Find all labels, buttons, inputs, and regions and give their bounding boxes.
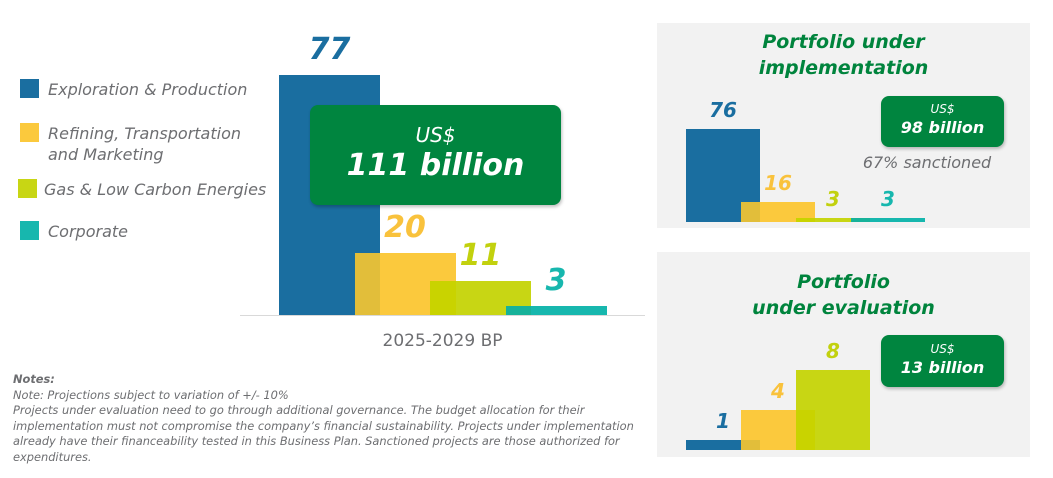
legend-item-gas: Gas & Low Carbon Energies bbox=[18, 179, 266, 200]
legend-item-refining: Refining, Transportation and Marketing bbox=[20, 123, 241, 165]
bar-corporate bbox=[505, 305, 607, 315]
panel-title-line2: implementation bbox=[758, 57, 929, 79]
legend-swatch bbox=[20, 79, 39, 98]
badge-currency: US$ bbox=[930, 342, 955, 356]
badge-amount: 98 billion bbox=[900, 118, 985, 137]
badge-currency: US$ bbox=[415, 123, 456, 147]
legend-label: Refining, Transportation and Marketing bbox=[48, 123, 241, 165]
legend-label: Gas & Low Carbon Energies bbox=[44, 180, 267, 199]
notes-body: Projects under evaluation need to go thr… bbox=[13, 403, 634, 464]
notes: Notes: Note: Projections subject to vari… bbox=[13, 372, 638, 465]
data-label-gas: 11 bbox=[459, 237, 502, 273]
bar-overlap bbox=[430, 280, 456, 315]
data-label-exploration: 1 bbox=[716, 409, 730, 433]
bar-overlap bbox=[354, 252, 380, 315]
implementation-badge: US$ 98 billion bbox=[881, 96, 1004, 147]
badge-amount: 111 billion bbox=[346, 148, 525, 183]
legend-swatch bbox=[20, 221, 39, 240]
data-label-gas: 8 bbox=[826, 339, 840, 363]
data-label-exploration: 76 bbox=[709, 98, 737, 122]
bar-overlap bbox=[851, 218, 870, 222]
evaluation-badge: US$ 13 billion bbox=[881, 335, 1004, 387]
panel-title: Portfolio under implementation bbox=[657, 29, 1030, 81]
notes-line1: Note: Projections subject to variation o… bbox=[13, 387, 289, 402]
bar-overlap bbox=[741, 202, 760, 222]
data-label-corporate: 3 bbox=[545, 262, 567, 298]
legend-swatch bbox=[18, 179, 37, 198]
legend-label-line1: Refining, Transportation bbox=[48, 124, 241, 143]
bar-gas bbox=[796, 218, 870, 222]
data-label-refining: 16 bbox=[764, 171, 792, 196]
legend-label: Exploration & Production bbox=[48, 80, 248, 99]
bar-corporate bbox=[851, 218, 925, 222]
legend-label: Corporate bbox=[48, 222, 128, 241]
panel-title: Portfolio under evaluation bbox=[657, 269, 1030, 321]
legend-label-line2: and Marketing bbox=[48, 145, 164, 164]
data-label-refining: 20 bbox=[384, 209, 426, 245]
badge-currency: US$ bbox=[930, 102, 955, 116]
implementation-panel: Portfolio under implementation US$ 98 bi… bbox=[657, 23, 1030, 228]
panel-title-line2: under evaluation bbox=[752, 297, 935, 319]
data-label-refining: 4 bbox=[771, 379, 785, 403]
bar-overlap bbox=[796, 410, 815, 450]
bar-overlap bbox=[796, 218, 815, 222]
sanctioned-label: 67% sanctioned bbox=[862, 153, 992, 172]
badge-amount: 13 billion bbox=[900, 358, 985, 377]
bar-overlap bbox=[741, 440, 760, 450]
total-badge: US$ 111 billion bbox=[310, 105, 561, 205]
x-axis-label: 2025-2029 BP bbox=[382, 331, 503, 351]
data-label-corporate: 3 bbox=[881, 187, 895, 212]
data-label-exploration: 77 bbox=[308, 32, 351, 67]
x-axis-line bbox=[240, 315, 645, 316]
legend-item-exploration: Exploration & Production bbox=[20, 79, 247, 100]
bar-exploration bbox=[686, 440, 760, 450]
data-label-gas: 3 bbox=[826, 187, 840, 212]
panel-title-line1: Portfolio bbox=[797, 271, 890, 293]
panel-title-line1: Portfolio under bbox=[762, 31, 925, 53]
legend-item-corporate: Corporate bbox=[20, 221, 128, 242]
notes-heading: Notes: bbox=[13, 372, 55, 386]
legend-swatch bbox=[20, 123, 39, 142]
bar-overlap bbox=[505, 305, 531, 315]
